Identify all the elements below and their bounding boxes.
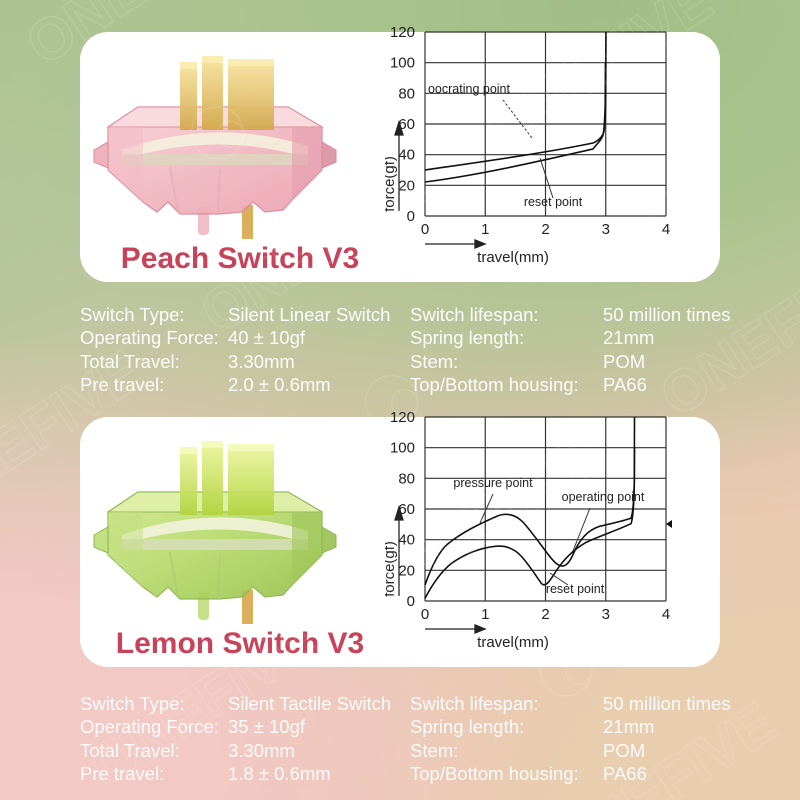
svg-text:travel(mm): travel(mm) [477, 634, 549, 651]
svg-text:0: 0 [421, 606, 429, 623]
svg-text:oocrating point: oocrating point [428, 82, 511, 96]
svg-text:1: 1 [481, 606, 489, 623]
svg-text:2: 2 [541, 221, 549, 238]
svg-text:force(gf): force(gf) [385, 541, 398, 597]
svg-text:1: 1 [481, 221, 489, 238]
svg-text:80: 80 [398, 85, 415, 102]
svg-text:80: 80 [398, 470, 415, 487]
svg-text:0: 0 [407, 593, 415, 610]
svg-text:40: 40 [398, 532, 415, 549]
svg-text:100: 100 [390, 55, 415, 72]
svg-text:4: 4 [662, 221, 670, 238]
svg-text:travel(mm): travel(mm) [477, 249, 549, 266]
svg-text:force(gf): force(gf) [385, 156, 398, 212]
svg-text:3: 3 [602, 606, 610, 623]
svg-text:2: 2 [541, 606, 549, 623]
svg-text:0: 0 [407, 208, 415, 225]
svg-text:40: 40 [398, 147, 415, 164]
svg-text:reset point: reset point [524, 195, 583, 209]
svg-text:3: 3 [602, 221, 610, 238]
svg-text:pressure point: pressure point [453, 476, 533, 490]
svg-text:reset point: reset point [546, 582, 605, 596]
svg-text:20: 20 [398, 562, 415, 579]
svg-text:60: 60 [398, 501, 415, 518]
svg-text:20: 20 [398, 177, 415, 194]
svg-text:0: 0 [421, 221, 429, 238]
svg-text:60: 60 [398, 116, 415, 133]
svg-text:operating point: operating point [562, 490, 645, 504]
svg-text:4: 4 [662, 606, 670, 623]
svg-text:120: 120 [390, 24, 415, 41]
svg-text:100: 100 [390, 440, 415, 457]
svg-text:120: 120 [390, 409, 415, 426]
